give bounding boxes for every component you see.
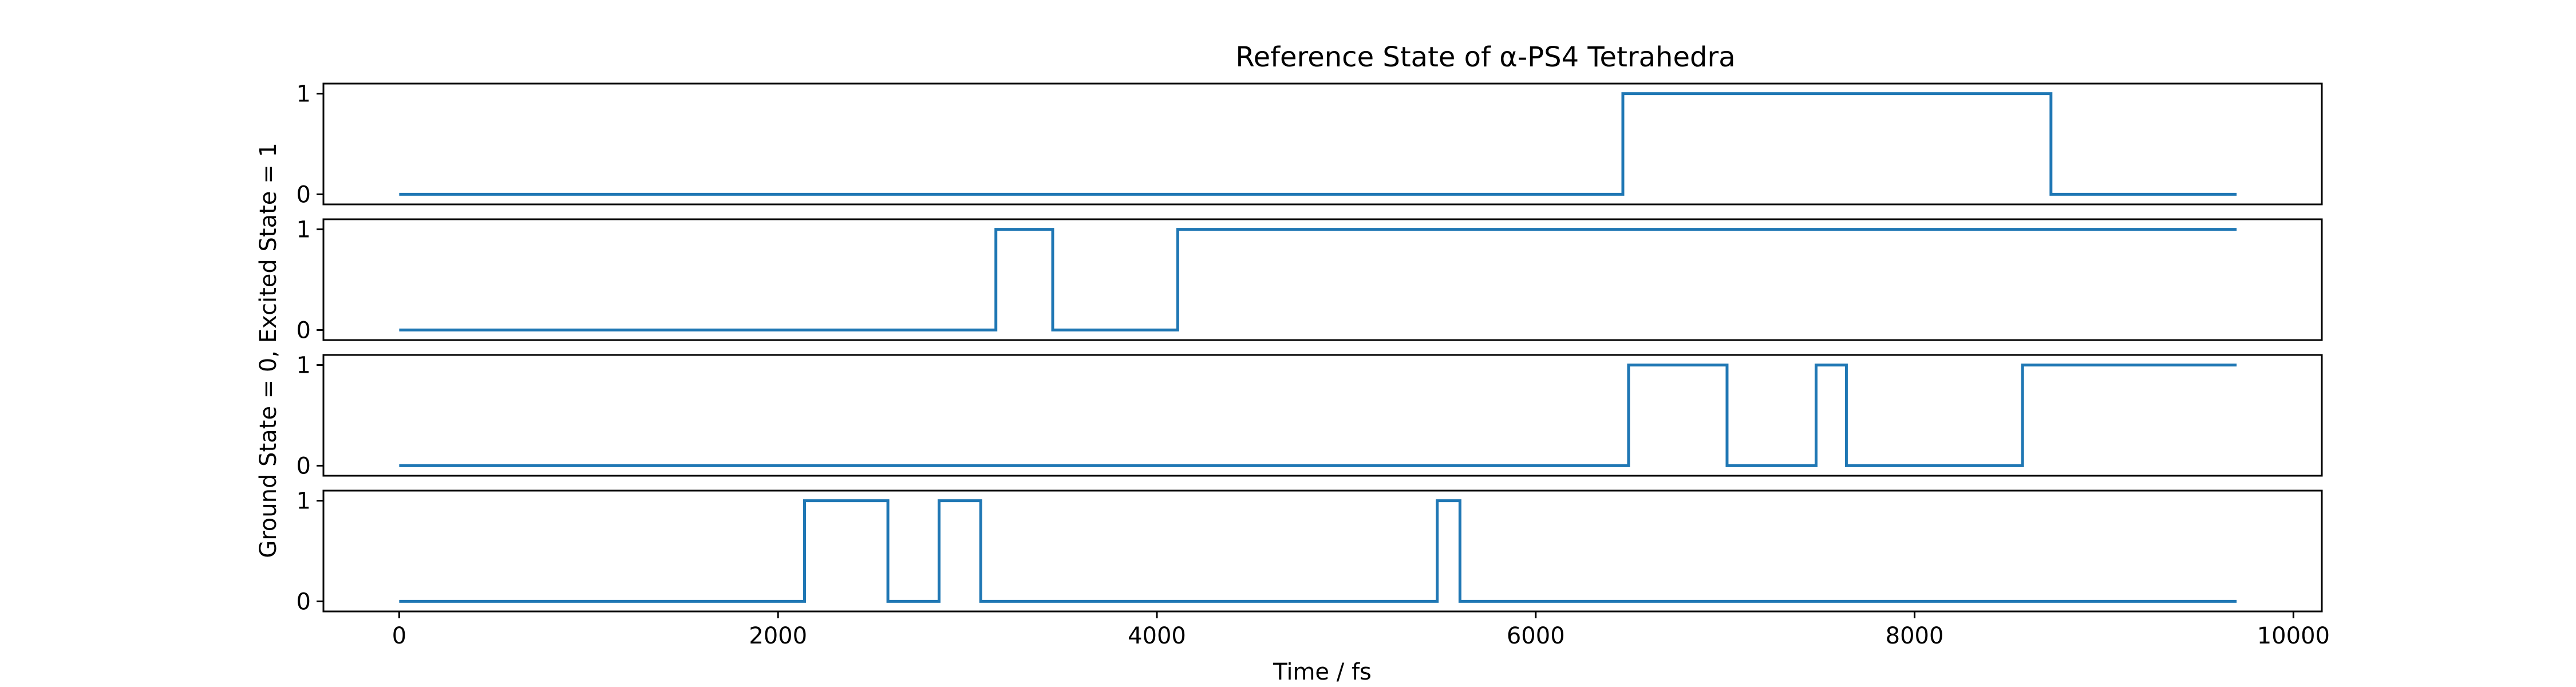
panel-1-axes-frame <box>322 82 2323 206</box>
panel-3: 01 <box>297 353 2323 479</box>
panel-2-y-tick-label: 0 <box>297 317 311 344</box>
x-axis-label: Time / fs <box>1273 659 1372 685</box>
x-tick-label: 0 <box>392 623 406 649</box>
x-tick-label: 4000 <box>1128 623 1186 649</box>
panel-3-series-line <box>399 364 2237 467</box>
panel-4-y-tick-label: 0 <box>297 589 311 615</box>
panel-3-y-tick-label: 0 <box>297 453 311 479</box>
panel-2-y-tick-label: 1 <box>297 217 311 243</box>
y-axis-label: Ground State = 0, Excited State = 1 <box>255 143 282 558</box>
panel-4-series-line <box>399 499 2237 603</box>
panel-1-y-tick-label: 0 <box>297 181 311 208</box>
panel-2-axes-frame <box>322 218 2323 341</box>
x-tick-label: 10000 <box>2257 623 2330 649</box>
panel-3-y-tick-label: 1 <box>297 353 311 379</box>
panel-4-axes-frame <box>322 489 2323 613</box>
panel-1-series-line <box>399 92 2237 196</box>
panel-2-series-line <box>399 228 2237 331</box>
panel-1: 01 <box>297 81 2323 208</box>
panel-4-y-tick-label: 1 <box>297 488 311 515</box>
x-tick-label: 6000 <box>1507 623 1565 649</box>
panel-1-y-tick-label: 1 <box>297 81 311 108</box>
x-tick-label: 8000 <box>1886 623 1944 649</box>
chart-title: Reference State of α-PS4 Tetrahedra <box>1235 41 1735 73</box>
panel-3-axes-frame <box>322 354 2323 477</box>
panel-2: 01 <box>297 217 2323 344</box>
x-tick-label: 2000 <box>749 623 807 649</box>
panel-4: 0 1 0 2000 4000 6000 8000 10000 <box>297 488 2330 649</box>
